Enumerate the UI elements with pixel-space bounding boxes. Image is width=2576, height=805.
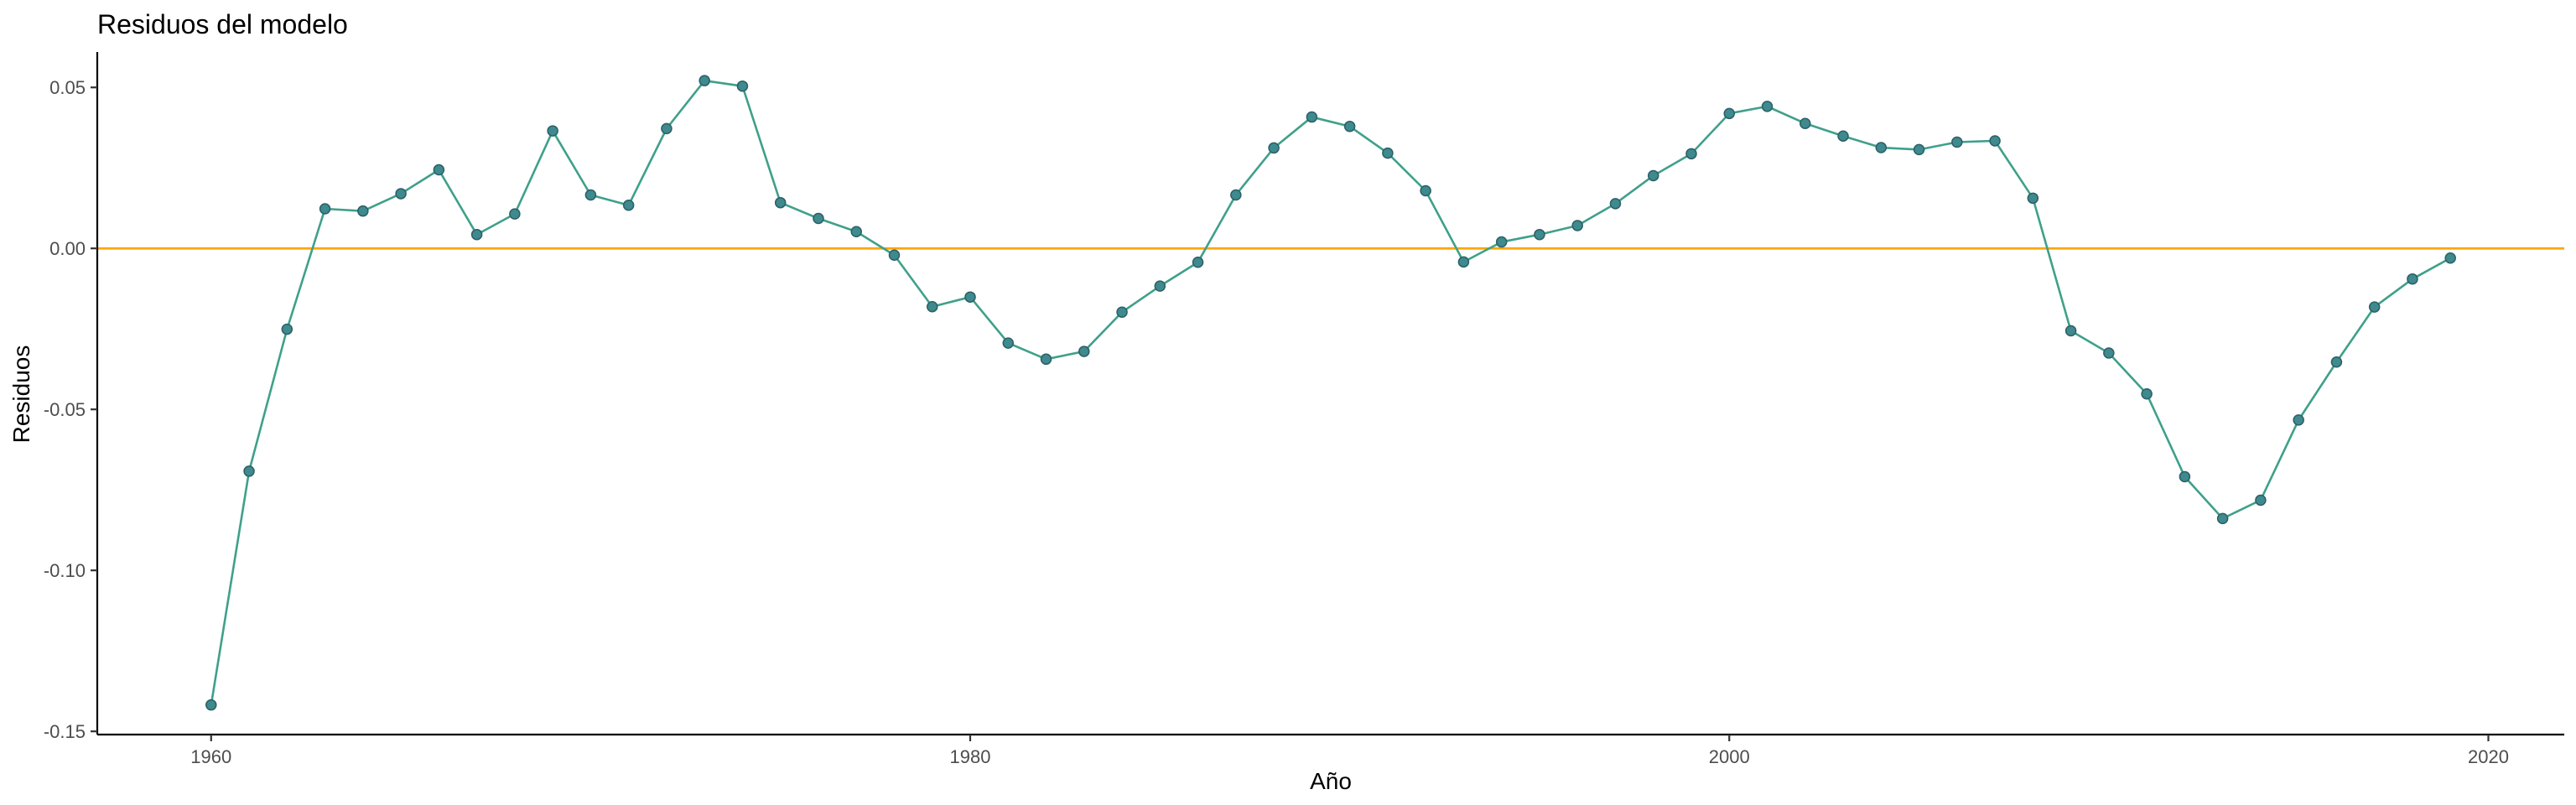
axes: 0.05 0.00 -0.05 -0.10 -0.15 1960 1980 2000 2020: [44, 52, 2564, 767]
data-point: [736, 80, 749, 92]
data-point: [2027, 192, 2039, 205]
data-point: [1154, 280, 1166, 292]
data-point: [1989, 135, 2001, 147]
data-point: [1343, 120, 1356, 132]
data-point: [1230, 189, 1242, 201]
data-point: [2064, 325, 2077, 337]
data-point: [2179, 470, 2191, 483]
data-point: [661, 122, 673, 135]
data-point: [1116, 306, 1128, 318]
data-point: [2216, 512, 2229, 525]
data-point: [1913, 143, 1925, 156]
data-point: [888, 249, 901, 262]
y-axis-title: Residuos: [8, 345, 34, 444]
data-point: [395, 188, 407, 200]
data-point: [927, 300, 938, 313]
data-point: [1761, 101, 1774, 112]
data-point: [1457, 256, 1470, 268]
data-point: [2255, 494, 2267, 506]
data-point: [1420, 184, 1431, 197]
data-point: [1078, 345, 1090, 357]
data-point: [243, 465, 255, 477]
data-point: [1723, 107, 1735, 120]
data-point: [850, 226, 862, 238]
x-tick-label: 1980: [950, 746, 991, 767]
data-point: [357, 205, 369, 217]
y-tick-label: 0.05: [49, 77, 86, 98]
x-tick-label: 2020: [2468, 746, 2509, 767]
data-point: [1002, 337, 1015, 349]
plot-area: [97, 75, 2564, 711]
data-point: [622, 200, 635, 211]
data-point: [205, 699, 217, 711]
data-point: [584, 189, 597, 201]
y-tick-label: -0.05: [44, 399, 86, 420]
x-axis-title: Año: [1310, 768, 1352, 794]
data-point: [1837, 130, 1849, 142]
data-point: [1875, 142, 1888, 153]
x-tick-label: 2000: [1709, 746, 1750, 767]
data-point: [2444, 252, 2456, 264]
data-point: [509, 208, 521, 220]
data-point: [2103, 347, 2115, 359]
data-point: [470, 228, 483, 241]
data-point: [964, 291, 976, 303]
y-tick-label: -0.15: [44, 721, 86, 742]
data-point: [433, 164, 445, 176]
series-line: [210, 79, 2451, 705]
data-point: [547, 125, 558, 137]
data-point: [319, 203, 331, 215]
data-point: [2141, 388, 2153, 400]
data-point: [2368, 301, 2381, 313]
data-point: [2407, 273, 2418, 285]
data-point: [699, 75, 710, 86]
data-point: [774, 196, 787, 209]
data-point: [1192, 256, 1204, 268]
data-point: [1951, 136, 1963, 148]
data-point: [1800, 117, 1811, 129]
data-point: [813, 212, 824, 225]
y-tick-label: 0.00: [49, 238, 86, 259]
data-point: [1040, 353, 1052, 366]
data-point: [1647, 169, 1659, 182]
data-point: [2330, 356, 2343, 368]
data-point: [1268, 142, 1280, 154]
data-point: [1609, 198, 1622, 210]
chart-title: Residuos del modelo: [97, 9, 348, 39]
data-point: [281, 323, 293, 335]
data-point: [1685, 148, 1697, 160]
data-point: [1571, 220, 1583, 231]
data-point: [1382, 147, 1394, 159]
data-point: [2293, 414, 2304, 426]
data-point: [1495, 236, 1508, 248]
y-tick-label: -0.10: [44, 560, 86, 581]
data-point: [1306, 111, 1318, 123]
x-tick-label: 1960: [190, 746, 231, 767]
data-point: [1534, 228, 1545, 241]
